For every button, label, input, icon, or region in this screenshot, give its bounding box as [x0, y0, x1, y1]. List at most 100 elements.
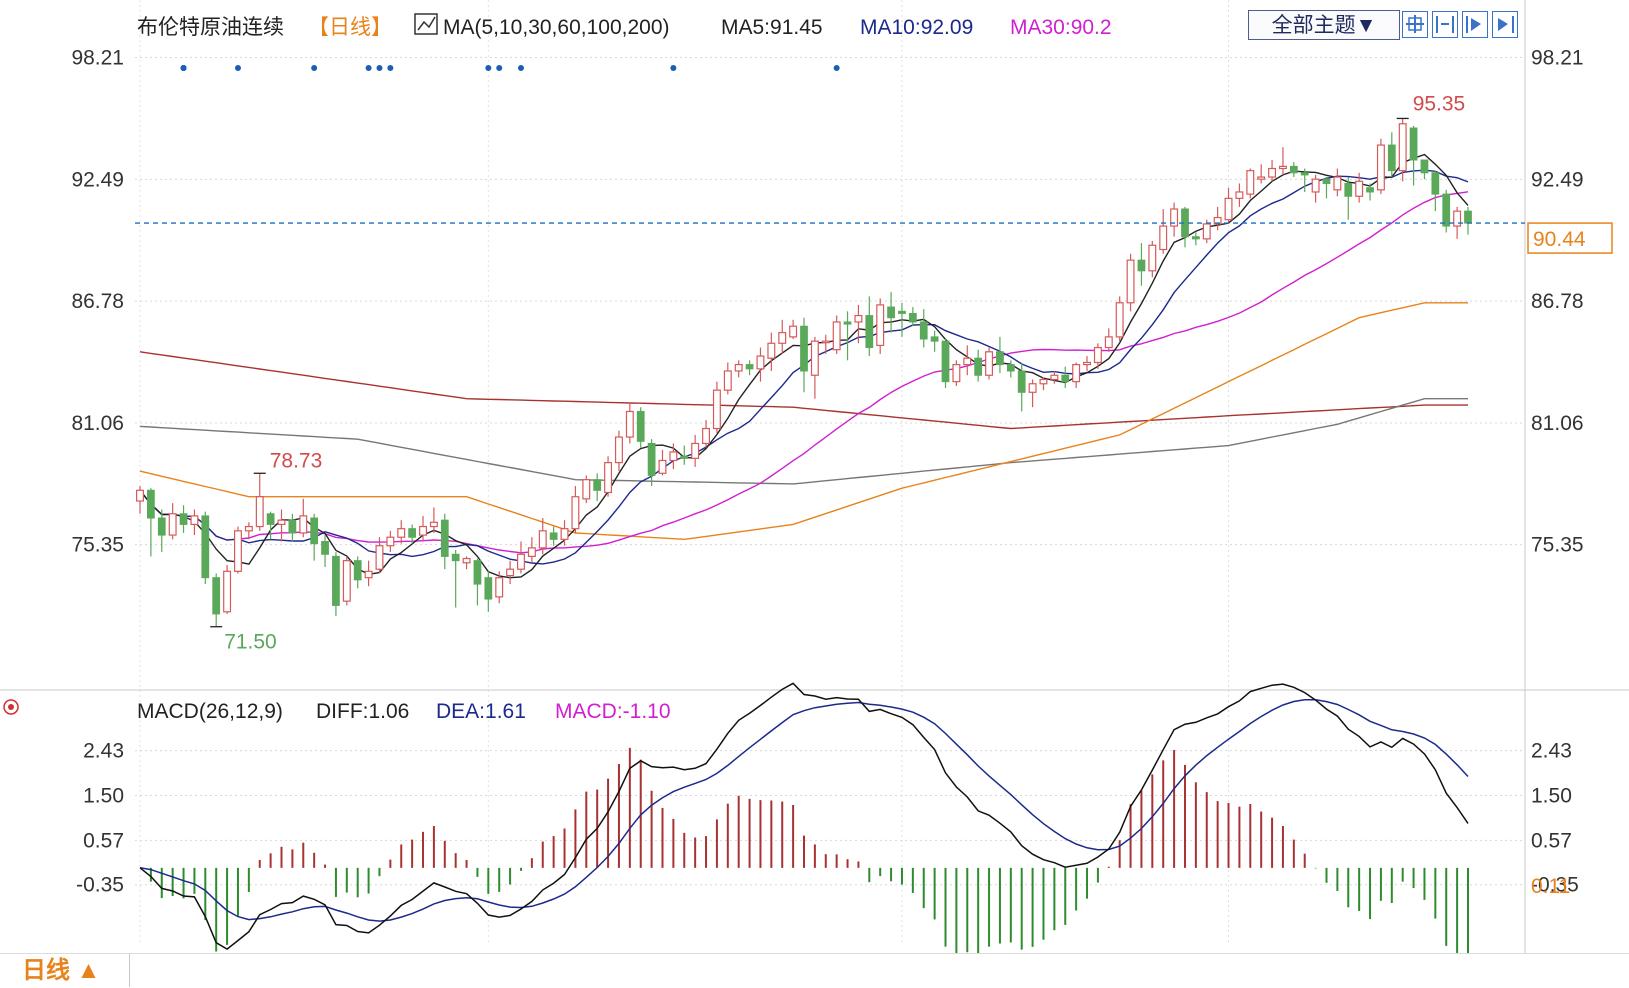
candle-body-down	[1017, 370, 1026, 393]
candle-body-up	[375, 545, 384, 570]
theme-dropdown-button[interactable]: 全部主题▼	[1248, 10, 1400, 40]
candle-body-up	[168, 513, 177, 536]
macd-lines	[139, 682, 1469, 951]
candle-body-down	[1409, 127, 1418, 161]
candle-body-up	[1278, 165, 1287, 170]
ma100-line	[139, 398, 1468, 485]
candle-body-down	[908, 312, 917, 323]
event-marker-dot	[365, 65, 372, 71]
candle-body-up	[538, 530, 547, 549]
candle-body-down	[1006, 364, 1015, 372]
candle-body-down	[974, 357, 983, 376]
candle-body-down	[1366, 187, 1374, 193]
candle-body-down	[440, 519, 449, 557]
candle-body-down	[1344, 182, 1353, 197]
candle-body-down	[800, 325, 808, 372]
candle-body-up	[821, 340, 830, 344]
candle-body-up	[342, 560, 351, 602]
macd-tick-label-left: 2.43	[83, 740, 124, 763]
crosshair-tool-icon[interactable]	[1402, 11, 1428, 38]
candle-body-up	[255, 496, 264, 528]
candle-body-down	[1420, 159, 1429, 174]
event-marker-dot	[234, 65, 241, 71]
candle-body-down	[898, 310, 906, 314]
candle-body-up	[244, 525, 253, 532]
candle-body-down	[1137, 259, 1146, 272]
candle-body-up	[691, 442, 700, 459]
price-tick-label-right: 81.06	[1531, 412, 1584, 435]
event-marker-dot	[387, 65, 394, 71]
ma30-line	[139, 191, 1469, 554]
local-high-annotation: 78.73	[270, 449, 323, 472]
price-tick-label-left: 75.35	[71, 534, 124, 557]
candle-body-up	[832, 321, 841, 351]
diff-line	[139, 682, 1469, 951]
ma-indicator-icon[interactable]	[414, 13, 438, 35]
candle-body-up	[462, 557, 471, 564]
ma200-line	[139, 351, 1468, 430]
macd-settings-icon[interactable]	[3, 699, 19, 715]
candle-body-down	[1431, 172, 1440, 195]
candle-body-up	[1083, 361, 1091, 366]
period-tag: 【日线】	[308, 16, 392, 39]
candle-body-up	[1213, 216, 1222, 225]
ma60-line	[139, 302, 1468, 541]
candle-body-up	[1072, 363, 1081, 383]
macd-tick-label-left: 0.57	[83, 829, 124, 852]
event-markers	[180, 65, 840, 71]
bottom-bar: 日线 ▲	[0, 953, 1629, 988]
candle-body-down	[310, 517, 319, 545]
candle-body-up	[614, 436, 623, 464]
ma5-value: MA5:91.45	[721, 16, 823, 39]
candle-body-up	[571, 496, 580, 530]
candle-body-up	[985, 351, 994, 376]
candle-body-down	[930, 336, 939, 342]
candle-body-up	[854, 314, 863, 323]
candle-body-up	[712, 389, 721, 430]
instrument-title: 布伦特原油连续	[137, 16, 284, 39]
candle-body-up	[1268, 167, 1277, 178]
candle-body-up	[778, 332, 787, 344]
high-annotation: 95.35	[1413, 92, 1466, 115]
price-tick-label-right: 98.21	[1531, 46, 1584, 69]
scroll-tool-icon[interactable]	[1462, 11, 1488, 38]
candle-body-up	[560, 528, 569, 540]
period-selector-button[interactable]: 日线 ▲	[0, 954, 130, 987]
ma-spec: MA(5,10,30,60,100,200)	[443, 16, 670, 39]
candle-body-down	[1322, 178, 1331, 184]
candle-body-down	[288, 519, 297, 534]
candle-body-down	[647, 442, 656, 476]
zoom-tool-icon[interactable]	[1432, 11, 1458, 38]
candle-body-up	[429, 521, 438, 528]
candle-body-up	[669, 451, 678, 462]
macd-diff-value: DIFF:1.06	[316, 700, 409, 723]
candle-body-up	[1311, 178, 1320, 193]
jump-latest-icon[interactable]	[1492, 11, 1518, 38]
candlesticks	[136, 118, 1472, 627]
macd-tick-label-right: 0.57	[1531, 829, 1572, 852]
candle-body-up	[527, 547, 536, 557]
price-tick-label-left: 86.78	[71, 290, 124, 313]
candle-body-up	[1050, 374, 1059, 381]
candle-body-up	[1202, 223, 1211, 240]
candle-body-up	[136, 489, 144, 502]
candle-body-up	[419, 525, 427, 536]
candle-body-up	[1115, 302, 1124, 338]
candle-body-down	[1387, 144, 1396, 172]
grid	[135, 0, 1525, 945]
candle-body-down	[1464, 210, 1472, 224]
candle-body-up	[1039, 378, 1048, 385]
candle-body-up	[364, 570, 373, 579]
candle-body-up	[1376, 144, 1385, 191]
price-axis: 98.21 98.21 92.49 92.49 86.78 86.78 81.06 81.06…	[71, 46, 1583, 556]
candle-body-up	[1453, 210, 1462, 227]
candle-body-up	[1235, 191, 1244, 199]
macd-histogram	[149, 747, 1469, 962]
candle-body-down	[1442, 193, 1451, 227]
candle-body-up	[1159, 225, 1168, 251]
candle-body-down	[321, 540, 329, 555]
candle-body-down	[1061, 374, 1070, 383]
candle-body-up	[658, 459, 667, 474]
candle-body-down	[1289, 165, 1298, 174]
